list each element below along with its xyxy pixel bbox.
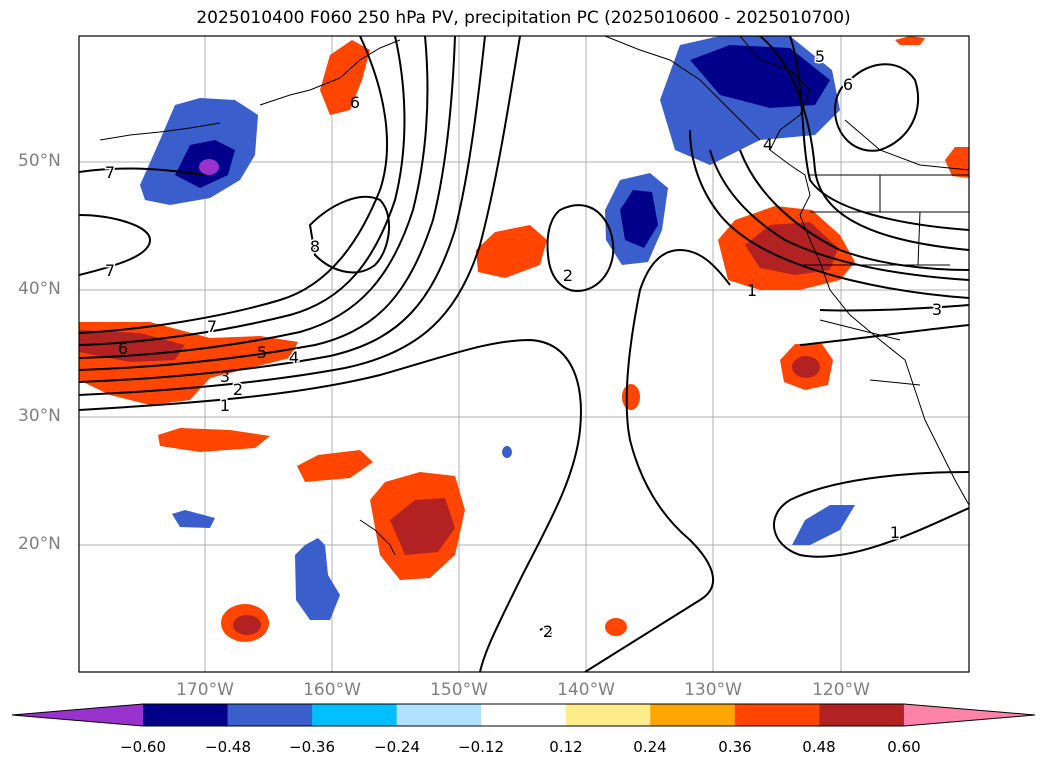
contour-label: 2: [233, 380, 243, 399]
colorbar-segment: [734, 704, 820, 726]
map-canvas: 7 7 8 7 6 5 4 3 2 1 2 2 1 3 1 5 6 4 6: [78, 35, 970, 673]
colorbar-segments: [11, 703, 1036, 727]
colorbar-extend-low: [12, 704, 143, 726]
contour-label: 4: [763, 135, 773, 154]
colorbar-tick: 0.48: [802, 738, 836, 756]
coastlines: [99, 36, 969, 556]
colorbar-segment: [565, 704, 651, 726]
contour-label: 8: [310, 237, 320, 256]
colorbar-tick: −0.48: [205, 738, 251, 756]
map-frame: [78, 35, 970, 673]
lon-label: 170°W: [176, 680, 234, 700]
lat-label: 50°N: [18, 151, 61, 171]
colorbar-tick: 0.36: [718, 738, 752, 756]
pv-contours: [79, 36, 969, 672]
colorbar-segment: [396, 704, 482, 726]
colorbar-tick: −0.60: [120, 738, 166, 756]
colorbar-segment: [312, 704, 398, 726]
colorbar-segment: [819, 704, 905, 726]
contour-label: 3: [932, 300, 942, 319]
colorbar-tick: 0.60: [887, 738, 921, 756]
negative-precip-area: [172, 510, 215, 528]
lat-label: 40°N: [18, 279, 61, 299]
contour-label: 7: [105, 163, 115, 182]
positive-precip-area: [158, 428, 270, 452]
colorbar-segment: [143, 704, 229, 726]
colorbar-tick: 0.12: [549, 738, 583, 756]
lon-label: 130°W: [684, 680, 742, 700]
colorbar-tick: −0.24: [374, 738, 420, 756]
lon-label: 150°W: [430, 680, 488, 700]
colorbar-segment: [481, 704, 567, 726]
positive-precip-area: [297, 450, 373, 482]
contour-label: 1: [747, 281, 757, 300]
precip-shading: [79, 36, 969, 642]
contour-label: 6: [350, 93, 360, 112]
contour-label: 3: [220, 367, 230, 386]
contour-label: 7: [105, 261, 115, 280]
negative-precip-area: [295, 538, 340, 620]
contour-label: 2: [543, 622, 553, 641]
colorbar-segment: [650, 704, 736, 726]
lat-label: 20°N: [18, 534, 61, 554]
contour-label: 4: [289, 348, 299, 367]
positive-precip-area: [476, 225, 547, 278]
contour-label: 1: [220, 396, 230, 415]
negative-precip-area: [792, 505, 855, 545]
colorbar-outline: [11, 703, 1036, 727]
colorbar-tick: 0.24: [633, 738, 667, 756]
contour-label: 6: [843, 75, 853, 94]
colorbar-tick: −0.36: [289, 738, 335, 756]
contour-label: 5: [257, 343, 267, 362]
contour-label: 7: [207, 317, 217, 336]
colorbar-tick: −0.12: [458, 738, 504, 756]
pv-contour-labels: 7 7 8 7 6 5 4 3 2 1 2 2 1 3 1 5 6 4 6: [103, 46, 943, 643]
lon-label: 140°W: [557, 680, 615, 700]
lon-label: 160°W: [303, 680, 361, 700]
positive-precip-area: [320, 40, 370, 115]
map-title: 2025010400 F060 250 hPa PV, precipitatio…: [196, 8, 851, 28]
lat-label: 30°N: [18, 406, 61, 426]
colorbar-extend-high: [903, 704, 1035, 726]
contour-label: 2: [563, 266, 573, 285]
contour-label: 5: [815, 47, 825, 66]
contour-label: 6: [118, 339, 128, 358]
colorbar-segment: [227, 704, 313, 726]
lon-label: 120°W: [812, 680, 870, 700]
contour-label: 1: [890, 523, 900, 542]
